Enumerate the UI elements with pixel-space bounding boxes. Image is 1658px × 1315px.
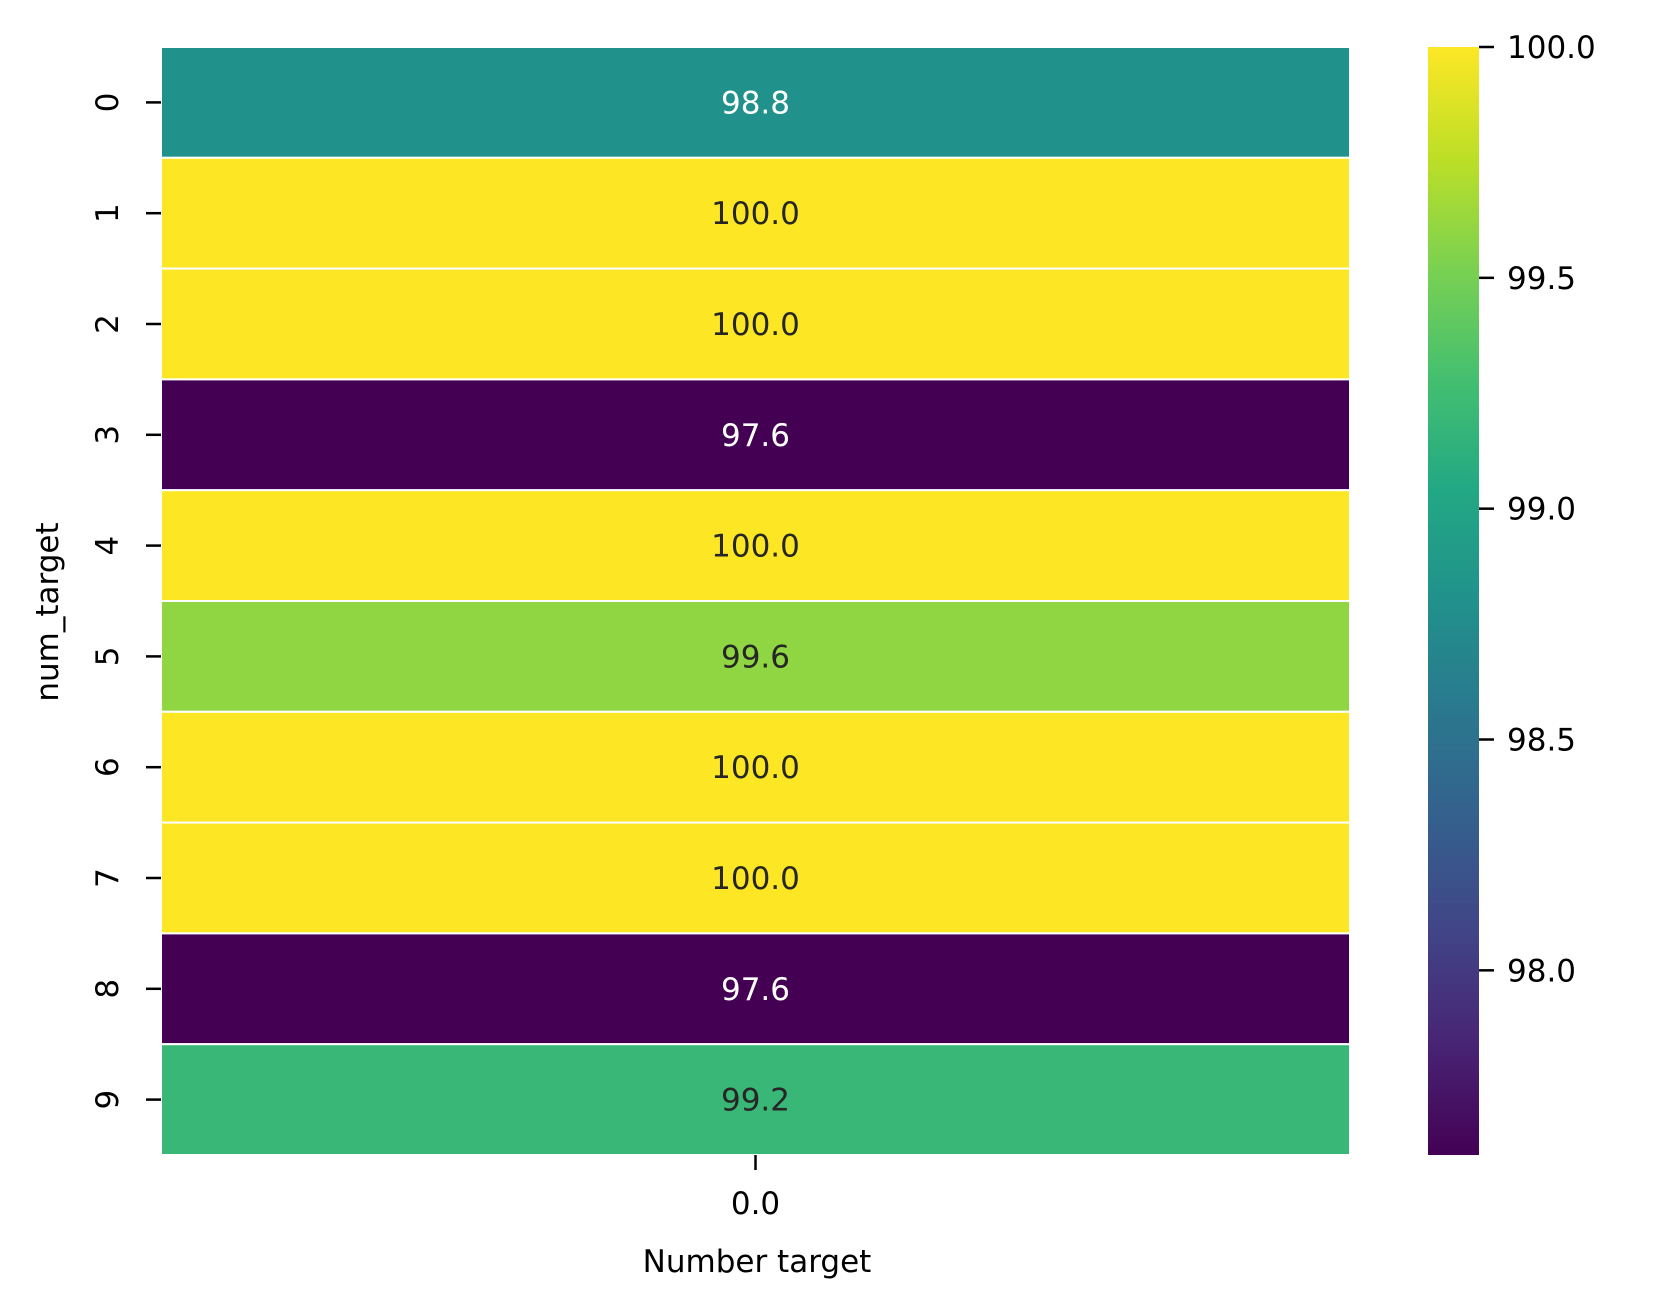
colorbar-tick-label: 98.5 bbox=[1507, 723, 1576, 759]
heatmap-cells: 98.8 100.0 100.0 97.6 100.0 99.6 100.0 100.0 97.… bbox=[160, 46, 1351, 1156]
cell-value-label: 98.8 bbox=[721, 85, 790, 121]
cell-value-label: 97.6 bbox=[721, 972, 790, 1008]
heatmap-cell bbox=[160, 378, 1351, 492]
y-tick-label: 0 bbox=[90, 93, 126, 113]
colorbar-tick-label: 98.0 bbox=[1507, 953, 1576, 989]
cell-value-label: 100.0 bbox=[711, 196, 800, 232]
colorbar: 98.0 98.5 99.0 99.5 100.0 bbox=[1428, 30, 1596, 1155]
y-tick-label: 6 bbox=[90, 757, 126, 777]
cell-value-label: 100.0 bbox=[711, 307, 800, 343]
y-tick-label: 2 bbox=[90, 314, 126, 334]
colorbar-tick-label: 100.0 bbox=[1507, 30, 1596, 66]
y-tick-label: 1 bbox=[90, 203, 126, 223]
x-tick-label: 0.0 bbox=[731, 1186, 780, 1222]
colorbar-tick-label: 99.5 bbox=[1507, 261, 1576, 297]
heatmap-cell bbox=[160, 489, 1351, 603]
colorbar-ticks: 98.0 98.5 99.0 99.5 100.0 bbox=[1479, 30, 1596, 989]
colorbar-gradient bbox=[1428, 47, 1479, 1155]
colorbar-tick-label: 99.0 bbox=[1507, 492, 1576, 528]
cell-value-label: 100.0 bbox=[711, 529, 800, 565]
y-tick-label: 9 bbox=[90, 1090, 126, 1110]
cell-value-label: 100.0 bbox=[711, 750, 800, 786]
heatmap-cell bbox=[160, 600, 1351, 713]
y-tick-label: 3 bbox=[90, 425, 126, 445]
heatmap-cell bbox=[160, 821, 1351, 935]
y-tick-label: 8 bbox=[90, 979, 126, 999]
y-tick-label: 5 bbox=[90, 647, 126, 667]
heatmap-cell bbox=[160, 46, 1351, 159]
y-axis-label: num_target bbox=[30, 522, 66, 701]
x-axis-label: Number target bbox=[643, 1244, 872, 1280]
y-tick-label: 4 bbox=[90, 536, 126, 556]
heatmap-cell bbox=[160, 1043, 1351, 1156]
heatmap-cell bbox=[160, 267, 1351, 381]
cell-value-label: 100.0 bbox=[711, 861, 800, 897]
cell-value-label: 99.6 bbox=[721, 639, 790, 675]
x-axis: 0.0 bbox=[731, 1155, 780, 1222]
heatmap-cell bbox=[160, 156, 1351, 270]
y-axis: 0 1 2 3 4 5 6 7 8 9 bbox=[90, 93, 161, 1110]
y-tick-label: 7 bbox=[90, 868, 126, 888]
cell-value-label: 97.6 bbox=[721, 418, 790, 454]
cell-value-label: 99.2 bbox=[721, 1083, 790, 1119]
